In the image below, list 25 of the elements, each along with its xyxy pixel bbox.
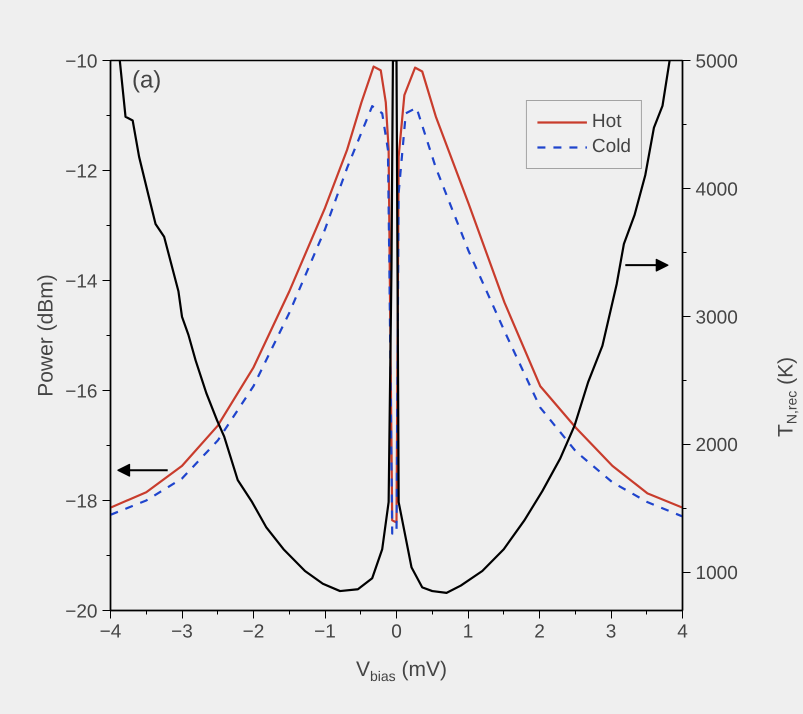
y2-tick-label: 3000 xyxy=(696,307,738,328)
y2-tick-label: 5000 xyxy=(696,52,738,72)
y-tick-label: −16 xyxy=(65,382,98,402)
x-tick-label: −1 xyxy=(314,622,336,642)
x-tick-label: 0 xyxy=(391,622,402,642)
y-tick-label: −12 xyxy=(65,162,98,182)
x-axis-title: V$_{bias}$ (mV) xyxy=(356,657,448,686)
y-tick-label: −10 xyxy=(65,52,98,72)
y2-tick-label: 2000 xyxy=(696,435,738,456)
x-tick-label: −2 xyxy=(242,622,264,642)
x-tick-label: 2 xyxy=(534,622,545,642)
x-tick-label: 4 xyxy=(677,622,688,642)
y-tick-label: −14 xyxy=(65,272,98,292)
x-tick-label: 1 xyxy=(462,622,474,642)
x-tick-label: −4 xyxy=(100,622,122,642)
y2-tick-label: 1000 xyxy=(696,563,738,584)
y2-tick-label: 4000 xyxy=(696,179,738,200)
y-tick-label: −18 xyxy=(65,492,98,512)
annotation: (a) xyxy=(132,66,162,94)
legend-label: Cold xyxy=(592,136,631,158)
y-axis-title: Power (dBm) xyxy=(34,274,58,397)
x-tick-label: 3 xyxy=(606,622,616,642)
y-tick-label: −20 xyxy=(65,602,98,622)
legend-label: Hot xyxy=(592,111,622,133)
x-tick-label: −3 xyxy=(171,622,193,642)
